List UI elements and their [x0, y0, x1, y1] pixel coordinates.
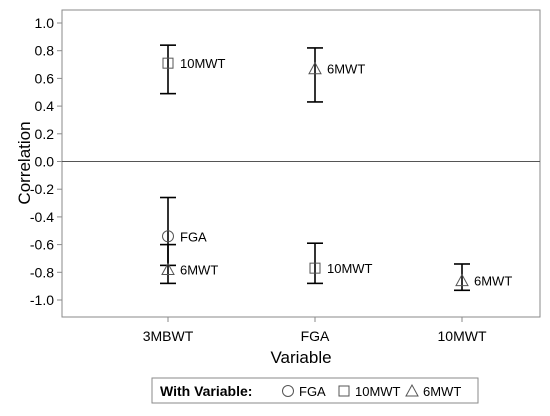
legend: With Variable: FGA 10MWT 6MWT [151, 377, 479, 404]
y-tick-label: -0.6 [30, 237, 54, 253]
y-axis: -1.0 -0.8 -0.6 -0.4 -0.2 0.0 0.2 0.4 0.6 0.8 1.0 [30, 15, 62, 308]
data-point-10mwt-6mwt: 6MWT [454, 263, 512, 292]
legend-entry-label: 6MWT [423, 384, 461, 399]
y-tick-label: 0.2 [35, 126, 55, 142]
legend-entry-10mwt: 10MWT [338, 384, 401, 399]
legend-circle-icon [282, 385, 294, 397]
legend-entry-fga: FGA [282, 384, 326, 399]
y-tick-label: 0.6 [35, 70, 55, 86]
data-point-fga-6mwt: 6MWT [307, 47, 365, 103]
legend-box [151, 377, 479, 404]
data-points: 10MWT FGA 6MWT 6MWT 10MWT 6MWT [160, 44, 512, 292]
legend-entry-label: 10MWT [355, 384, 401, 399]
x-tick-label: 3MBWT [143, 328, 194, 344]
data-point-3mbwt-10mwt: 10MWT [160, 44, 226, 95]
square-marker [309, 262, 321, 274]
triangle-marker [161, 262, 175, 276]
y-tick-label: 0.8 [35, 43, 55, 59]
legend-triangle-icon [405, 383, 419, 397]
y-axis-title: Correlation [15, 121, 34, 204]
point-label: 6MWT [474, 274, 512, 289]
y-tick-label: -0.4 [30, 209, 54, 225]
data-point-3mbwt-fga: FGA [160, 196, 207, 267]
point-label: 10MWT [180, 56, 226, 71]
circle-marker [162, 230, 174, 243]
triangle-marker [455, 273, 469, 287]
y-tick-label: 0.0 [35, 154, 55, 170]
x-tick-label: FGA [301, 328, 330, 344]
triangle-marker [308, 61, 322, 75]
legend-title: With Variable: [160, 383, 252, 399]
legend-entry-6mwt: 6MWT [405, 383, 461, 399]
point-label: FGA [180, 229, 207, 244]
plot-frame [61, 9, 541, 318]
y-tick-label: -0.2 [30, 181, 54, 197]
y-tick-label: 1.0 [35, 15, 55, 31]
data-point-fga-10mwt: 10MWT [307, 242, 373, 285]
y-tick-label: 0.4 [35, 98, 55, 114]
square-marker [162, 57, 174, 69]
legend-square-icon [338, 385, 350, 397]
legend-entry-label: FGA [299, 384, 326, 399]
data-point-3mbwt-6mwt: 6MWT [160, 243, 218, 285]
x-axis: 3MBWT FGA 10MWT [143, 317, 487, 344]
point-label: 6MWT [327, 62, 365, 77]
y-tick-label: -1.0 [30, 292, 54, 308]
point-label: 10MWT [327, 261, 373, 276]
x-tick-label: 10MWT [438, 328, 487, 344]
y-tick-label: -0.8 [30, 264, 54, 280]
point-label: 6MWT [180, 263, 218, 278]
x-axis-title: Variable [270, 348, 331, 367]
